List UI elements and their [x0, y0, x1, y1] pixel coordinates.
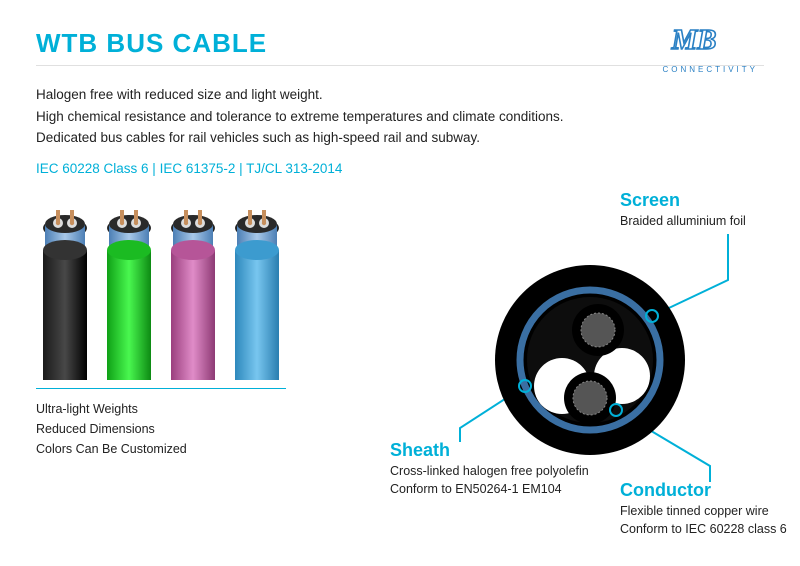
brand-logo: MB CONNECTIVITY — [662, 22, 758, 74]
cable-variant — [100, 210, 158, 380]
logo-subtitle: CONNECTIVITY — [662, 65, 758, 74]
cable-variant — [228, 210, 286, 380]
title-divider — [36, 65, 764, 66]
callout-conductor: Conductor Flexible tinned copper wire Co… — [620, 480, 787, 538]
spec-standards: IEC 60228 Class 6 | IEC 61375-2 | TJ/CL … — [36, 161, 764, 176]
cross-section-diagram: Screen Braided alluminium foil — [390, 190, 790, 550]
callout-sub: Conform to IEC 60228 class 6 — [620, 521, 787, 539]
feature-item: Ultra-light Weights — [36, 399, 296, 419]
callout-ring-icon — [645, 309, 659, 323]
callout-heading: Conductor — [620, 480, 787, 501]
callout-heading: Sheath — [390, 440, 589, 461]
logo-icon: MB — [670, 22, 750, 62]
callout-ring-icon — [518, 379, 532, 393]
cable-variant — [164, 210, 222, 380]
description-block: Halogen free with reduced size and light… — [36, 84, 764, 149]
page-title: WTB BUS CABLE — [36, 28, 764, 59]
page-root: MB CONNECTIVITY WTB BUS CABLE Halogen fr… — [0, 0, 800, 566]
cable-row — [36, 210, 296, 380]
callout-sub: Cross-linked halogen free polyolefin — [390, 463, 589, 481]
desc-line: Dedicated bus cables for rail vehicles s… — [36, 127, 764, 149]
callout-ring-icon — [609, 403, 623, 417]
feature-item: Reduced Dimensions — [36, 419, 296, 439]
svg-text:MB: MB — [671, 24, 717, 56]
callout-sub: Flexible tinned copper wire — [620, 503, 787, 521]
cable-variants-panel: Ultra-light Weights Reduced Dimensions C… — [36, 210, 296, 459]
cable-variant — [36, 210, 94, 380]
callout-sub: Conform to EN50264-1 EM104 — [390, 481, 589, 499]
desc-line: Halogen free with reduced size and light… — [36, 84, 764, 106]
callout-sheath: Sheath Cross-linked halogen free polyole… — [390, 440, 589, 498]
feature-item: Colors Can Be Customized — [36, 439, 296, 459]
desc-line: High chemical resistance and tolerance t… — [36, 106, 764, 128]
feature-divider — [36, 388, 286, 389]
feature-list: Ultra-light Weights Reduced Dimensions C… — [36, 399, 296, 459]
